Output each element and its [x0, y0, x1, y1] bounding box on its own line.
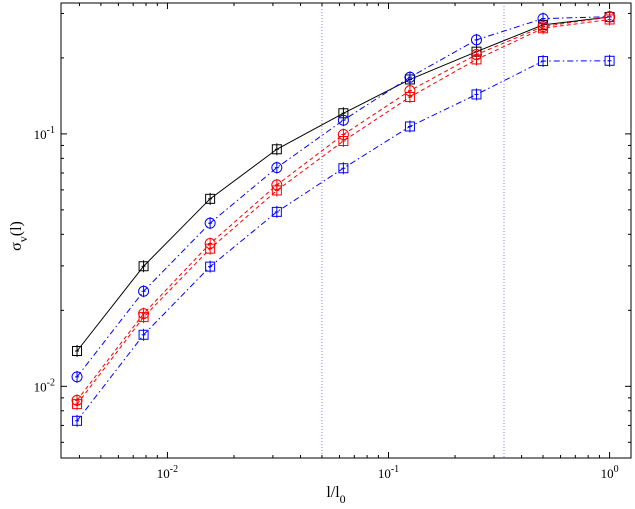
data-point	[604, 54, 615, 67]
reference-lines	[321, 3, 505, 458]
data-point	[471, 53, 482, 66]
data-point	[604, 13, 615, 26]
data-series	[71, 10, 616, 427]
data-point	[72, 414, 83, 427]
data-point	[271, 143, 282, 156]
series-red-squares	[72, 13, 615, 411]
data-point	[71, 370, 83, 383]
data-point	[204, 217, 216, 230]
data-point	[138, 285, 150, 298]
x-tick-label: 10-2	[157, 464, 178, 481]
data-point	[271, 161, 283, 174]
plot-frame	[60, 2, 632, 459]
data-point	[72, 345, 83, 358]
data-point	[138, 328, 149, 341]
data-point	[404, 71, 416, 84]
series-line-blue-circles	[76, 16, 610, 378]
data-point	[205, 242, 216, 255]
y-tick-label: 10-1	[34, 125, 55, 142]
y-tick-label: 10-2	[34, 377, 55, 394]
x-axis-label: l/l0	[326, 484, 345, 506]
axis-ticks: 10-2 10-1 100 10-2 10-1	[34, 3, 631, 481]
data-point	[271, 205, 282, 218]
data-point	[404, 90, 415, 103]
data-point	[138, 260, 149, 273]
x-tick-label: 10-1	[378, 464, 399, 481]
data-point	[338, 162, 349, 175]
y-axis-label: σv(l)	[8, 221, 30, 251]
data-point	[471, 88, 482, 101]
series-line-red-circles	[76, 16, 610, 401]
data-point	[205, 260, 216, 273]
data-point	[538, 22, 549, 35]
series-line-black-squares	[76, 16, 610, 352]
series-red-circles	[71, 11, 616, 407]
series-black-squares	[72, 11, 615, 358]
data-point	[337, 114, 349, 127]
data-point	[538, 55, 549, 68]
data-point	[404, 120, 415, 133]
data-point	[470, 33, 482, 46]
series-line-red-squares	[76, 19, 610, 405]
data-point	[138, 311, 149, 324]
series-blue-squares	[72, 54, 615, 427]
data-point	[271, 184, 282, 197]
data-point	[72, 398, 83, 411]
x-tick-label: 100	[601, 464, 619, 481]
data-point	[205, 192, 216, 205]
data-point	[338, 135, 349, 148]
